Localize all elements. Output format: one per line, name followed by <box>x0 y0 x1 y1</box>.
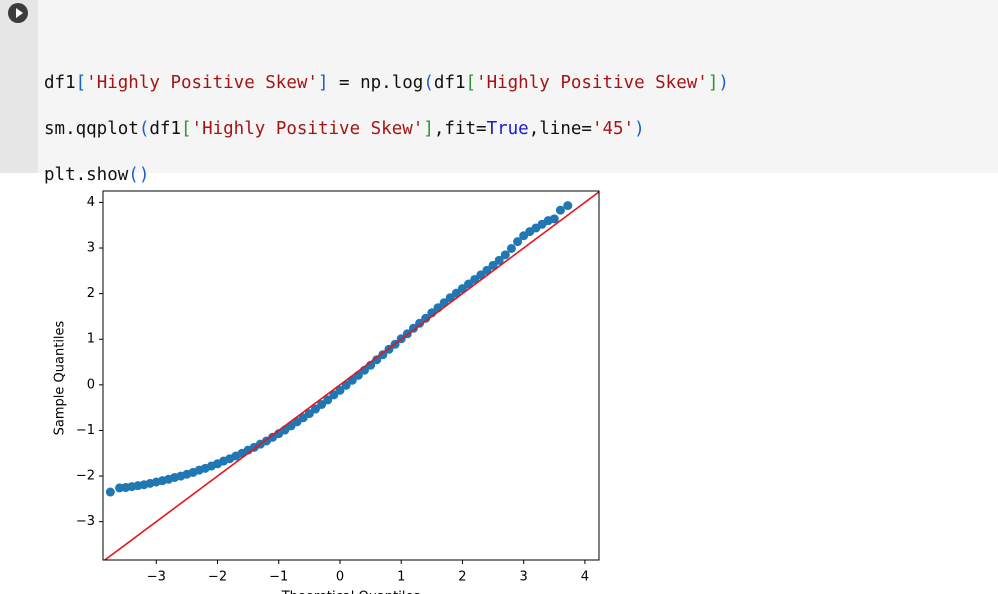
y-axis-label: Sample Quantiles <box>53 320 68 435</box>
reference-line <box>103 191 599 560</box>
point <box>470 274 480 284</box>
code-line: df1['Highly Positive Skew'] = np.log(df1… <box>44 72 729 95</box>
code-token: [ <box>75 73 87 93</box>
x-tick-label: 3 <box>520 570 528 585</box>
point <box>506 243 516 253</box>
point <box>335 385 345 395</box>
code-token: ) <box>718 73 729 93</box>
y-tick-label: 4 <box>87 195 95 210</box>
code-token: ( <box>423 73 434 93</box>
point <box>378 350 388 360</box>
code-cell: df1['Highly Positive Skew'] = np.log(df1… <box>0 0 998 185</box>
x-tick-label: 4 <box>581 570 589 585</box>
point <box>310 404 320 414</box>
code-token: ] <box>707 73 719 93</box>
code-token: df1 <box>44 73 76 93</box>
x-tick-label: −2 <box>208 570 227 585</box>
plot-area <box>103 191 599 560</box>
y-tick-label: 1 <box>87 332 95 347</box>
y-tick-label: 3 <box>87 241 95 256</box>
point <box>105 487 115 497</box>
y-tick-label: −2 <box>76 469 95 484</box>
point <box>488 260 498 270</box>
point <box>549 214 559 224</box>
code-token: ) <box>634 119 645 139</box>
point <box>421 313 431 323</box>
y-tick-label: 2 <box>87 286 95 301</box>
code-editor[interactable]: df1['Highly Positive Skew'] = np.log(df1… <box>44 49 729 233</box>
code-token: df1 <box>149 119 181 139</box>
point <box>513 237 523 247</box>
point <box>494 255 504 265</box>
x-tick-label: −3 <box>147 570 166 585</box>
point <box>323 395 333 405</box>
point <box>372 355 382 365</box>
code-token: ) <box>138 165 150 185</box>
code-token: sm.qqplot <box>44 119 139 139</box>
x-tick-label: −1 <box>269 570 288 585</box>
point <box>476 270 486 280</box>
point <box>563 201 573 211</box>
y-tick-label: 0 <box>87 377 95 392</box>
code-token: 'Highly Positive Skew' <box>86 73 318 93</box>
cell-gutter <box>0 0 38 173</box>
y-tick-label: −1 <box>76 423 95 438</box>
code-token: 'Highly Positive Skew' <box>191 119 424 139</box>
point <box>555 205 565 215</box>
code-token: ] <box>423 119 434 139</box>
code-token: [ <box>180 119 192 139</box>
code-token: df1 <box>433 73 466 93</box>
code-token: ,fit= <box>433 119 487 139</box>
point <box>408 323 418 333</box>
code-token: ( <box>138 119 150 139</box>
x-tick-label: 1 <box>397 570 405 585</box>
code-token: 'Highly Positive Skew' <box>476 73 708 93</box>
code-token: ] <box>317 73 329 93</box>
run-button[interactable] <box>8 3 28 23</box>
code-token: ( <box>128 165 139 185</box>
point <box>329 390 339 400</box>
code-token: ,line= <box>528 119 592 139</box>
code-token: True <box>486 119 529 139</box>
code-token: = np.log <box>328 73 424 93</box>
point <box>317 399 327 409</box>
code-line: sm.qqplot(df1['Highly Positive Skew'],fi… <box>44 118 729 141</box>
code-token: [ <box>465 73 477 93</box>
code-token: '45' <box>591 119 635 139</box>
y-tick-label: −3 <box>76 514 95 529</box>
point <box>500 250 510 260</box>
point <box>415 318 425 328</box>
code-token: plt.show <box>44 165 129 185</box>
x-axis-label: Theoretical Quantiles <box>281 590 421 594</box>
point <box>304 409 314 419</box>
point <box>482 265 492 275</box>
point <box>451 288 461 298</box>
point <box>341 380 351 390</box>
point <box>445 293 455 303</box>
point <box>464 279 474 289</box>
x-tick-label: 2 <box>458 570 466 585</box>
axes-frame <box>102 190 600 561</box>
code-line: plt.show() <box>44 164 729 187</box>
point <box>457 284 467 294</box>
x-tick-label: 0 <box>336 570 344 585</box>
